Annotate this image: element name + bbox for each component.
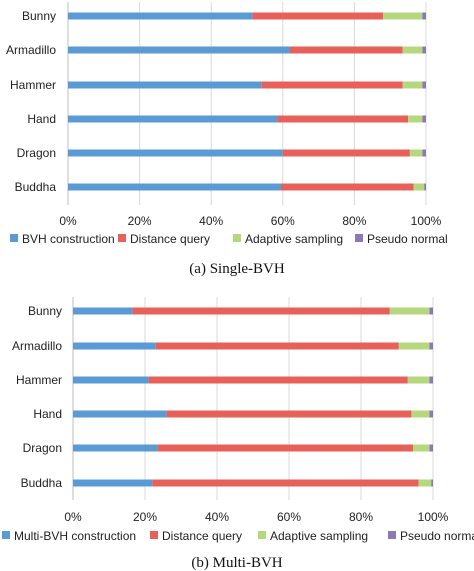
bar-segment bbox=[277, 115, 409, 123]
bar-segment bbox=[73, 479, 153, 487]
chart-caption: (b) Multi-BVH bbox=[191, 555, 282, 571]
legend-label: BVH construction bbox=[22, 232, 115, 246]
bar-segment bbox=[411, 410, 430, 418]
x-tick-label: 0% bbox=[64, 510, 82, 524]
bar-segment bbox=[422, 115, 426, 123]
bar-segment bbox=[429, 410, 433, 418]
bar-segment bbox=[289, 46, 403, 54]
legend-swatch bbox=[10, 234, 18, 242]
bar-segment bbox=[73, 376, 149, 384]
x-tick-label: 0% bbox=[59, 214, 77, 228]
x-tick-label: 100% bbox=[411, 214, 442, 228]
bar-segment bbox=[408, 115, 423, 123]
x-tick-label: 20% bbox=[133, 510, 157, 524]
bar-segment bbox=[68, 115, 278, 123]
bar-segment bbox=[68, 149, 283, 157]
legend-label: Pseudo normal bbox=[367, 232, 448, 246]
bar-segment bbox=[422, 81, 426, 89]
bar-segment bbox=[148, 376, 408, 384]
x-tick-label: 100% bbox=[418, 510, 449, 524]
legend-swatch bbox=[150, 531, 158, 539]
category-label: Hammer bbox=[10, 78, 56, 92]
category-label: Hand bbox=[27, 112, 56, 126]
bar-segment bbox=[68, 183, 282, 191]
bar-segment bbox=[73, 307, 133, 315]
legend-label: Multi-BVH construction bbox=[14, 529, 136, 543]
legend-swatch bbox=[233, 234, 241, 242]
chart-b: 0% 20% 40% 60% 80% 100% Bunny Armadillo Hammer Ha… bbox=[2, 297, 474, 571]
bar-segment bbox=[429, 342, 433, 350]
bar-segment bbox=[157, 444, 414, 452]
bar-segment bbox=[73, 444, 158, 452]
bar-segment bbox=[409, 149, 423, 157]
x-tick-label: 60% bbox=[277, 510, 301, 524]
legend-label: Adaptive sampling bbox=[270, 529, 368, 543]
bar-segment bbox=[389, 307, 430, 315]
bar-segment bbox=[429, 376, 433, 384]
bar-segment bbox=[407, 376, 430, 384]
legend-swatch bbox=[355, 234, 363, 242]
bar-segment bbox=[424, 183, 426, 191]
legend-label: Distance query bbox=[130, 232, 210, 246]
bar-segment bbox=[413, 444, 430, 452]
bar-segment bbox=[282, 149, 410, 157]
category-label: Buddha bbox=[15, 180, 57, 194]
chart-caption: (a) Single-BVH bbox=[189, 261, 285, 277]
x-tick-label: 80% bbox=[349, 510, 373, 524]
category-label: Hammer bbox=[16, 373, 62, 387]
bar-segment bbox=[155, 342, 399, 350]
bar-segment bbox=[429, 307, 433, 315]
bar-segment bbox=[252, 12, 384, 20]
bar-segment bbox=[422, 46, 426, 54]
chart-a: 0% 20% 40% 60% 80% 100% Bunny Armadillo Hammer Ha… bbox=[6, 2, 448, 277]
bar-segment bbox=[418, 479, 432, 487]
category-label: Bunny bbox=[22, 9, 56, 23]
bar-segment bbox=[166, 410, 412, 418]
legend-label: Pseudo normal bbox=[400, 529, 474, 543]
bar-segment bbox=[413, 183, 425, 191]
x-tick-label: 40% bbox=[205, 510, 229, 524]
bar-segment bbox=[431, 479, 433, 487]
legend-swatch bbox=[2, 531, 10, 539]
x-tick-label: 60% bbox=[271, 214, 295, 228]
bar-segment bbox=[398, 342, 430, 350]
legend-swatch bbox=[118, 234, 126, 242]
bar-segment bbox=[281, 183, 414, 191]
bar-segment bbox=[68, 12, 253, 20]
category-label: Dragon bbox=[23, 441, 62, 455]
bar-segment bbox=[383, 12, 423, 20]
legend-label: Distance query bbox=[162, 529, 242, 543]
x-tick-label: 40% bbox=[199, 214, 223, 228]
bar-segment bbox=[152, 479, 419, 487]
category-label: Buddha bbox=[21, 476, 63, 490]
bar-segment bbox=[73, 342, 156, 350]
category-label: Armadillo bbox=[12, 339, 62, 353]
bar-segment bbox=[132, 307, 390, 315]
legend-swatch bbox=[388, 531, 396, 539]
x-tick-label: 80% bbox=[342, 214, 366, 228]
bar-segment bbox=[402, 46, 423, 54]
legend-label: Adaptive sampling bbox=[245, 232, 343, 246]
category-label: Bunny bbox=[28, 304, 62, 318]
bar-segment bbox=[422, 149, 426, 157]
category-label: Dragon bbox=[17, 146, 56, 160]
category-label: Hand bbox=[33, 407, 62, 421]
x-tick-label: 20% bbox=[128, 214, 152, 228]
legend-swatch bbox=[258, 531, 266, 539]
bar-segment bbox=[402, 81, 423, 89]
bar-segment bbox=[261, 81, 403, 89]
bar-segment bbox=[68, 46, 290, 54]
bar-segment bbox=[422, 12, 426, 20]
bar-segment bbox=[73, 410, 167, 418]
bar-segment bbox=[68, 81, 262, 89]
bar-segment bbox=[429, 444, 433, 452]
category-label: Armadillo bbox=[6, 43, 56, 57]
